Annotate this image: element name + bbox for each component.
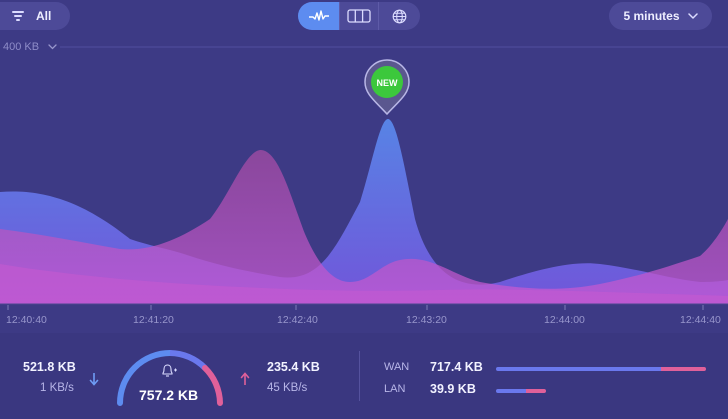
- columns-icon: [347, 9, 371, 23]
- gauge-upload-arc: [202, 365, 223, 406]
- globe-view-button[interactable]: [379, 2, 419, 30]
- download-total: 521.8 KB: [23, 360, 76, 374]
- scale-selector[interactable]: 400 KB: [3, 41, 57, 53]
- bell-plus-icon[interactable]: [160, 364, 178, 378]
- traffic-gauge: [117, 350, 223, 406]
- lan-download-segment: [496, 389, 526, 393]
- new-badge-label: NEW: [377, 78, 399, 88]
- chevron-down-icon: [48, 44, 57, 50]
- wan-label: WAN: [384, 361, 410, 373]
- traffic-summary-panel: 521.8 KB 1 KB/s 757.2 KB 235.4 KB 45 KB/…: [0, 333, 728, 419]
- time-tick-label: 12:41:20: [133, 314, 174, 326]
- upload-rate: 45 KB/s: [267, 382, 308, 394]
- arrow-down-icon: [89, 373, 99, 386]
- panel-divider: [359, 351, 360, 401]
- lan-upload-segment: [526, 389, 546, 393]
- upload-total: 235.4 KB: [267, 360, 320, 374]
- scale-value: 400 KB: [3, 41, 40, 53]
- time-tick-label: 12:44:00: [544, 314, 585, 326]
- download-rate: 1 KB/s: [40, 382, 74, 394]
- arrow-up-icon: [240, 372, 250, 385]
- time-tick-label: 12:44:40: [680, 314, 721, 326]
- chevron-down-icon: [687, 13, 698, 19]
- time-axis-band: [0, 304, 728, 332]
- lan-usage-bar: [496, 389, 546, 393]
- waveform-icon: [308, 10, 329, 21]
- activity-view-button[interactable]: [298, 2, 339, 30]
- time-tick-label: 12:43:20: [406, 314, 447, 326]
- upload-area: [0, 149, 728, 304]
- wan-download-segment: [496, 367, 661, 371]
- lan-label: LAN: [384, 383, 406, 395]
- filter-label: All: [36, 9, 52, 23]
- top-toolbar: All 5 minutes: [0, 0, 728, 34]
- baseline-area: [0, 264, 728, 304]
- wan-usage-bar: [496, 367, 706, 371]
- lan-value: 39.9 KB: [430, 382, 476, 396]
- gauge-download-arc: [117, 350, 173, 406]
- globe-icon: [392, 9, 406, 23]
- wan-upload-segment: [661, 367, 706, 371]
- new-device-marker[interactable]: NEW: [364, 59, 410, 116]
- columns-view-button[interactable]: [339, 2, 379, 30]
- traffic-chart: 12:40:40 12:41:20 12:42:40 12:43:20 12:4…: [0, 46, 728, 332]
- filter-icon: [12, 11, 24, 21]
- time-tick-label: 12:42:40: [277, 314, 318, 326]
- gauge-total: 757.2 KB: [139, 387, 199, 403]
- wan-value: 717.4 KB: [430, 360, 483, 374]
- filter-button[interactable]: All: [0, 2, 70, 30]
- time-range-value: 5 minutes: [623, 9, 680, 23]
- time-range-select[interactable]: 5 minutes: [609, 2, 712, 30]
- time-tick-label: 12:40:40: [6, 314, 47, 326]
- view-switcher: [298, 2, 420, 30]
